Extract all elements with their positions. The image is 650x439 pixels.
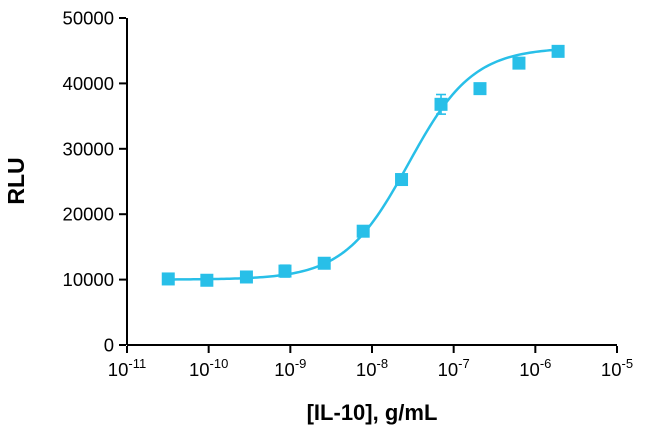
data-point-marker bbox=[161, 272, 175, 286]
x-tick-label: 10-8 bbox=[356, 356, 388, 380]
data-point-marker bbox=[551, 44, 565, 58]
data-point-marker bbox=[239, 270, 253, 284]
x-tick-label: 10-6 bbox=[519, 356, 551, 380]
x-tick-label: 10-7 bbox=[438, 356, 470, 380]
data-point-marker bbox=[200, 273, 214, 287]
data-point-marker bbox=[278, 264, 292, 278]
y-tick-label: 40000 bbox=[63, 73, 114, 94]
fit-curve bbox=[167, 48, 560, 281]
x-tick-label: 10-10 bbox=[189, 356, 228, 380]
y-tick-label: 50000 bbox=[63, 8, 114, 29]
data-point-marker bbox=[434, 97, 448, 111]
y-tick-label: 0 bbox=[104, 335, 114, 356]
y-tick-label: 10000 bbox=[63, 269, 114, 290]
y-tick-label: 20000 bbox=[63, 204, 114, 225]
data-point-marker bbox=[356, 224, 370, 238]
x-axis-label: [IL-10], g/mL bbox=[307, 400, 438, 425]
x-tick-label: 10-5 bbox=[601, 356, 633, 380]
x-tick-label: 10-11 bbox=[108, 356, 146, 380]
data-point-marker bbox=[473, 82, 487, 96]
x-tick-label: 10-9 bbox=[274, 356, 306, 380]
data-point-marker bbox=[395, 173, 409, 187]
data-point-marker bbox=[512, 56, 526, 70]
y-tick-label: 30000 bbox=[63, 138, 114, 159]
y-axis-label: RLU bbox=[3, 157, 29, 204]
data-point-marker bbox=[317, 256, 331, 270]
